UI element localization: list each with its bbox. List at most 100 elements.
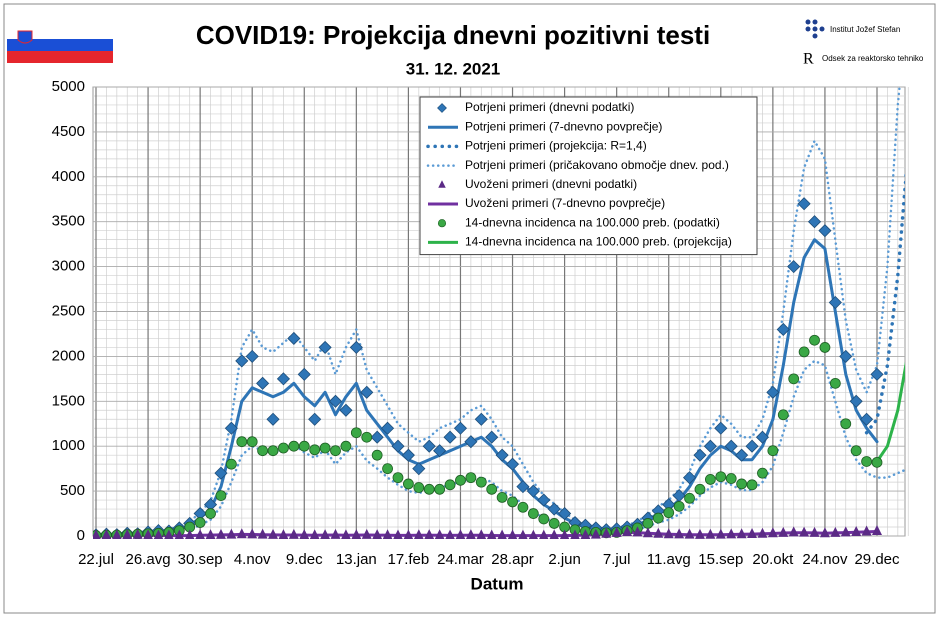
circle-marker: [225, 458, 237, 470]
circle-marker: [715, 471, 727, 483]
circle-marker: [777, 409, 789, 421]
diamond-marker: [860, 412, 874, 426]
triangle-marker: [93, 529, 101, 539]
diamond-marker: [495, 448, 509, 462]
triangle-marker: [788, 526, 799, 537]
diamond-marker: [412, 462, 426, 476]
diamond-marker: [849, 394, 863, 408]
diamond-marker: [693, 448, 707, 462]
circle-marker: [392, 472, 404, 484]
circle-marker: [475, 476, 487, 488]
circle-marker: [663, 507, 675, 519]
triangle-marker: [778, 526, 789, 537]
circle-marker: [371, 449, 383, 461]
x-tick-label: 17.feb: [388, 551, 430, 568]
triangle-marker: [642, 527, 653, 538]
logo-text: Odsek za reaktorsko tehniko: [822, 54, 924, 63]
circle-marker: [246, 436, 258, 448]
triangle-marker: [382, 529, 393, 539]
legend-label: Uvoženi primeri (7-dnevno povprečje): [465, 196, 665, 210]
diamond-marker: [870, 367, 884, 381]
diamond-marker: [381, 421, 395, 435]
line: [94, 238, 879, 537]
diamond-marker: [682, 471, 697, 485]
legend-label: Potrjeni primeri (dnevni podatki): [465, 100, 634, 114]
triangle-marker: [351, 529, 362, 539]
triangle-marker: [611, 526, 622, 537]
x-tick-label: 9.dec: [286, 551, 323, 568]
triangle-marker: [539, 529, 549, 539]
triangle-marker: [184, 529, 195, 539]
circle-marker: [309, 444, 321, 456]
triangle-marker: [164, 529, 174, 539]
x-tick-label: 2.jun: [548, 551, 581, 568]
circle-marker: [767, 445, 779, 457]
triangle-marker: [726, 528, 737, 539]
y-tick-label: 4000: [52, 168, 85, 185]
triangle-marker: [445, 529, 455, 539]
diamond-marker: [287, 331, 301, 346]
circle-marker: [350, 427, 362, 439]
circle-marker: [340, 440, 352, 452]
circle-marker: [798, 346, 810, 358]
x-tick-label: 15.sep: [698, 551, 743, 568]
triangle-marker: [393, 529, 403, 539]
legend-label: 14-dnevna incidenca na 100.000 preb. (po…: [465, 215, 720, 229]
line: [94, 530, 879, 538]
triangle-marker: [403, 529, 414, 539]
legend-label: Potrjeni primeri (7-dnevno povprečje): [465, 119, 662, 133]
circle-marker: [809, 334, 820, 346]
circle-marker: [486, 483, 498, 495]
circle-marker: [642, 518, 654, 529]
x-tick-label: 24.mar: [437, 551, 484, 568]
x-tick-label: 30.sep: [178, 551, 223, 568]
circle-marker: [434, 483, 446, 495]
diamond-marker: [256, 376, 270, 390]
diamond-marker: [297, 367, 311, 381]
circle-marker: [330, 445, 341, 457]
triangle-marker: [767, 527, 778, 538]
triangle-marker: [747, 528, 758, 539]
diamond-marker: [235, 354, 249, 368]
legend: Potrjeni primeri (dnevni podatki) Potrjen…: [419, 96, 758, 256]
diamond-marker: [724, 439, 738, 453]
triangle-marker: [736, 528, 747, 539]
diamond-marker: [828, 295, 842, 310]
y-tick-label: 1000: [52, 437, 85, 454]
triangle-marker: [247, 528, 258, 539]
line: [875, 361, 905, 463]
logo: R: [803, 19, 825, 68]
circle-marker: [673, 500, 685, 512]
circle-marker: [278, 442, 289, 454]
triangle-marker: [840, 526, 851, 537]
diamond-marker: [464, 435, 478, 449]
circle-marker: [215, 490, 227, 501]
chart-subtitle: 31. 12. 2021: [406, 59, 501, 78]
diamond-marker: [443, 430, 457, 444]
circle-marker: [267, 445, 279, 457]
legend-box: [419, 96, 758, 256]
triangle-marker: [174, 529, 184, 539]
diamond-marker: [308, 412, 322, 426]
triangle-marker: [476, 529, 487, 539]
triangle-marker: [465, 529, 476, 539]
triangle-marker: [361, 528, 372, 539]
x-tick-label: 13.jan: [336, 551, 377, 568]
triangle-marker: [851, 525, 862, 536]
triangle-marker: [674, 528, 685, 539]
diamond-marker: [839, 349, 853, 363]
diamond-marker: [339, 403, 353, 417]
circle-marker: [736, 478, 748, 490]
y-tick-label: 4500: [52, 123, 85, 140]
diamond-marker: [433, 444, 447, 458]
projection-line: [864, 167, 905, 435]
diamond-marker: [787, 260, 801, 274]
diamond-marker: [318, 340, 332, 354]
triangle-marker: [413, 529, 424, 539]
circle-marker: [527, 508, 539, 519]
diamond-marker: [755, 430, 770, 444]
chart-title: COVID19: Projekcija dnevni pozitivni tes…: [196, 20, 710, 50]
diamond-marker: [474, 412, 488, 426]
y-tick-label: 1500: [52, 392, 85, 409]
circle-marker: [694, 483, 706, 495]
